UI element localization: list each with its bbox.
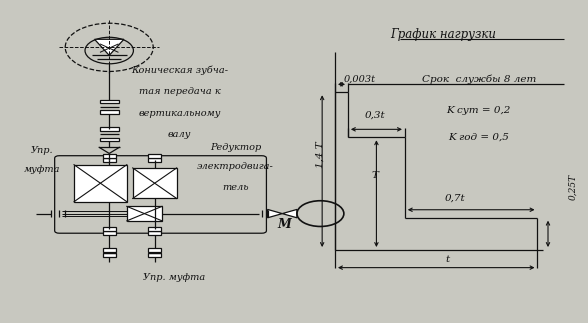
Text: тель: тель bbox=[222, 183, 249, 192]
Text: 0,3t: 0,3t bbox=[365, 110, 385, 120]
Text: График нагрузки: График нагрузки bbox=[390, 28, 497, 41]
Text: валу: валу bbox=[168, 130, 191, 139]
Text: T: T bbox=[372, 172, 379, 181]
Bar bbox=[103, 231, 116, 234]
Bar bbox=[100, 127, 119, 130]
Text: Упр. муфта: Упр. муфта bbox=[143, 274, 205, 282]
Text: 0,003t: 0,003t bbox=[344, 75, 376, 84]
Text: М: М bbox=[277, 218, 291, 231]
Bar bbox=[100, 110, 119, 114]
Bar bbox=[148, 158, 161, 162]
Text: t: t bbox=[446, 255, 450, 264]
Text: 0,25T: 0,25T bbox=[568, 174, 577, 200]
Polygon shape bbox=[282, 209, 297, 218]
Bar bbox=[148, 227, 161, 231]
Bar bbox=[148, 248, 161, 252]
Bar bbox=[133, 168, 176, 199]
Text: муфта: муфта bbox=[24, 165, 60, 174]
Polygon shape bbox=[95, 39, 124, 55]
Text: Упр.: Упр. bbox=[31, 146, 53, 155]
Polygon shape bbox=[268, 209, 282, 218]
Text: вертикальному: вертикальному bbox=[138, 109, 221, 118]
Bar bbox=[103, 154, 116, 158]
Text: Редуктор: Редуктор bbox=[210, 142, 261, 151]
Bar bbox=[103, 227, 116, 231]
Text: K год = 0,5: K год = 0,5 bbox=[448, 133, 509, 142]
Text: тая передача к: тая передача к bbox=[139, 87, 220, 96]
Bar bbox=[74, 165, 127, 202]
Text: K сут = 0,2: K сут = 0,2 bbox=[447, 106, 511, 115]
Bar bbox=[103, 248, 116, 252]
Bar bbox=[148, 154, 161, 158]
Bar bbox=[100, 100, 119, 103]
Text: электродвига-: электродвига- bbox=[197, 162, 273, 172]
Text: Коническая зубча-: Коническая зубча- bbox=[131, 65, 228, 75]
Text: Срок  службы 8 лет: Срок службы 8 лет bbox=[422, 75, 536, 84]
Bar bbox=[100, 138, 119, 141]
Bar bbox=[148, 254, 161, 257]
Bar bbox=[127, 206, 162, 221]
Bar bbox=[103, 254, 116, 257]
Bar bbox=[148, 231, 161, 234]
Bar bbox=[103, 158, 116, 162]
Text: 1,4 T: 1,4 T bbox=[316, 142, 325, 168]
Text: 0,7t: 0,7t bbox=[445, 194, 466, 203]
